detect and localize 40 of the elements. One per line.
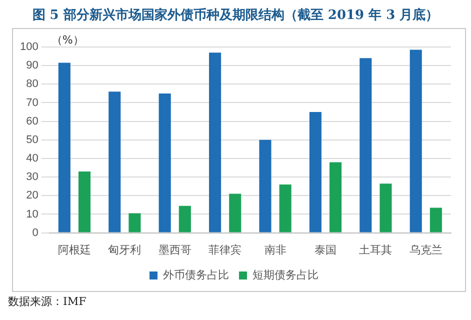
bar — [279, 184, 292, 232]
x-tick-label: 菲律宾 — [208, 243, 242, 256]
x-tick-label: 墨西哥 — [158, 244, 192, 256]
x-tick-label: 南非 — [264, 243, 286, 256]
bar — [330, 162, 342, 232]
bar — [78, 171, 91, 232]
y-tick-label: 50 — [26, 134, 38, 146]
bar — [360, 58, 372, 232]
bar — [410, 50, 422, 232]
chart-title: 图 5 部分新兴市场国家外债币种及期限结构（截至 2019 年 3 月底） — [31, 6, 440, 24]
legend-label: 短期债务占比 — [252, 268, 318, 282]
bar — [229, 194, 242, 232]
x-tick-label: 阿根廷 — [58, 244, 91, 256]
x-tick-label: 匈牙利 — [108, 243, 142, 256]
bar — [309, 112, 322, 232]
source-note: 数据来源：IMF — [8, 294, 88, 309]
bar — [178, 206, 191, 232]
y-tick-label: 10 — [26, 208, 38, 220]
bar — [259, 140, 272, 232]
bar — [380, 184, 392, 232]
y-tick-label: 30 — [26, 171, 38, 184]
y-tick-label: 80 — [26, 78, 38, 90]
bar — [108, 92, 121, 232]
y-tick-label: 60 — [26, 115, 38, 128]
legend-label: 外币债务占比 — [163, 268, 229, 282]
x-tick-label: 乌克兰 — [409, 243, 442, 256]
y-tick-label: 40 — [26, 152, 38, 165]
bar — [158, 93, 171, 232]
x-tick-label: 泰国 — [314, 244, 336, 256]
y-tick-label: 70 — [26, 96, 38, 109]
y-tick-label: 0 — [32, 226, 38, 239]
bar — [58, 62, 70, 232]
y-axis-title: （%） — [51, 33, 84, 46]
bar — [430, 208, 442, 232]
y-tick-label: 100 — [20, 41, 38, 54]
bar — [128, 213, 141, 232]
y-tick-label: 20 — [26, 190, 38, 202]
x-tick-label: 土耳其 — [359, 243, 392, 256]
y-tick-label: 90 — [26, 60, 38, 72]
bar — [209, 52, 222, 232]
